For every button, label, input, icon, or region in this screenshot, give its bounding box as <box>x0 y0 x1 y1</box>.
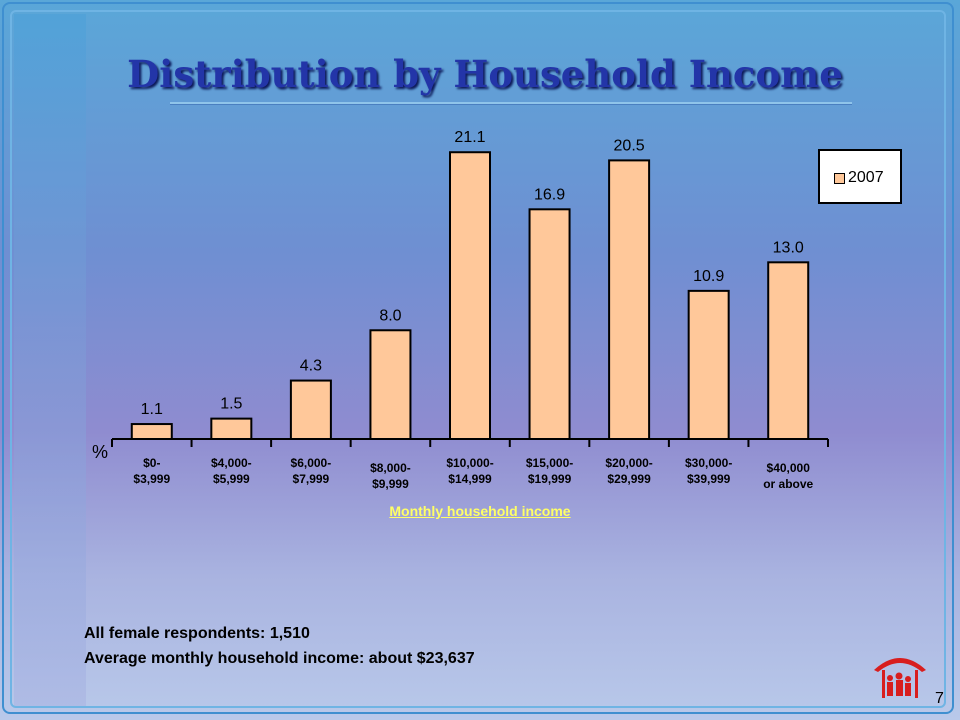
tick-label: $7,999 <box>293 472 330 486</box>
x-axis: $0- $3,999 $4,000- $5,999 $6,000- $7,999 $8,00… <box>111 438 829 491</box>
data-label: 13.0 <box>773 239 804 256</box>
tick-label: $40,000 <box>767 461 811 475</box>
tick-label: $9,999 <box>372 477 409 491</box>
tick-label: $19,999 <box>528 472 572 486</box>
data-label: 21.1 <box>454 129 485 146</box>
legend-swatch-2007 <box>834 173 845 184</box>
data-label: 20.5 <box>614 137 645 154</box>
title-underline <box>170 102 852 104</box>
slide-inner-frame <box>10 10 946 708</box>
bar <box>369 329 412 441</box>
bar <box>289 379 332 440</box>
tick-label: $8,000- <box>370 461 411 475</box>
x-axis-title: Monthly household income <box>389 503 571 519</box>
bar <box>767 261 810 440</box>
tick-label: $5,999 <box>213 472 250 486</box>
decorative-band <box>14 14 86 706</box>
tick-label: $6,000- <box>291 456 332 470</box>
bar <box>528 208 571 440</box>
tick-label: $3,999 <box>133 472 170 486</box>
data-label: 1.5 <box>220 396 242 413</box>
bar <box>449 151 491 440</box>
data-label: 10.9 <box>693 268 724 285</box>
tick-label: or above <box>763 477 813 491</box>
data-label: 8.0 <box>379 307 401 324</box>
house-family-logo-icon <box>874 658 926 698</box>
bar <box>210 417 253 441</box>
average-income-note: Average monthly household income: about … <box>84 650 475 667</box>
chart-legend: 2007 <box>818 149 902 204</box>
tick-label: $15,000- <box>526 456 573 470</box>
tick-label: $20,000- <box>605 456 652 470</box>
page-number: 7 <box>935 690 944 707</box>
slide-title: Distribution by Household Income <box>127 52 843 96</box>
data-label: 4.3 <box>300 358 322 375</box>
bar <box>608 159 651 441</box>
y-axis-label: % <box>92 442 108 462</box>
tick-label: $0- <box>143 456 160 470</box>
bar <box>130 423 173 440</box>
legend-label: 2007 <box>848 169 884 186</box>
tick-label: $10,000- <box>446 456 493 470</box>
data-label: 1.1 <box>141 401 163 418</box>
tick-label: $14,999 <box>448 472 492 486</box>
tick-label: $29,999 <box>607 472 651 486</box>
bar <box>687 289 730 441</box>
bars-layer: 1.1 1.5 4.3 8.0 21.1 16.9 20.5 10.9 13.0 <box>130 129 810 441</box>
tick-label: $4,000- <box>211 456 252 470</box>
tick-label: $39,999 <box>687 472 731 486</box>
tick-label: $30,000- <box>685 456 732 470</box>
respondents-note: All female respondents: 1,510 <box>84 625 310 642</box>
data-label: 16.9 <box>534 186 565 203</box>
